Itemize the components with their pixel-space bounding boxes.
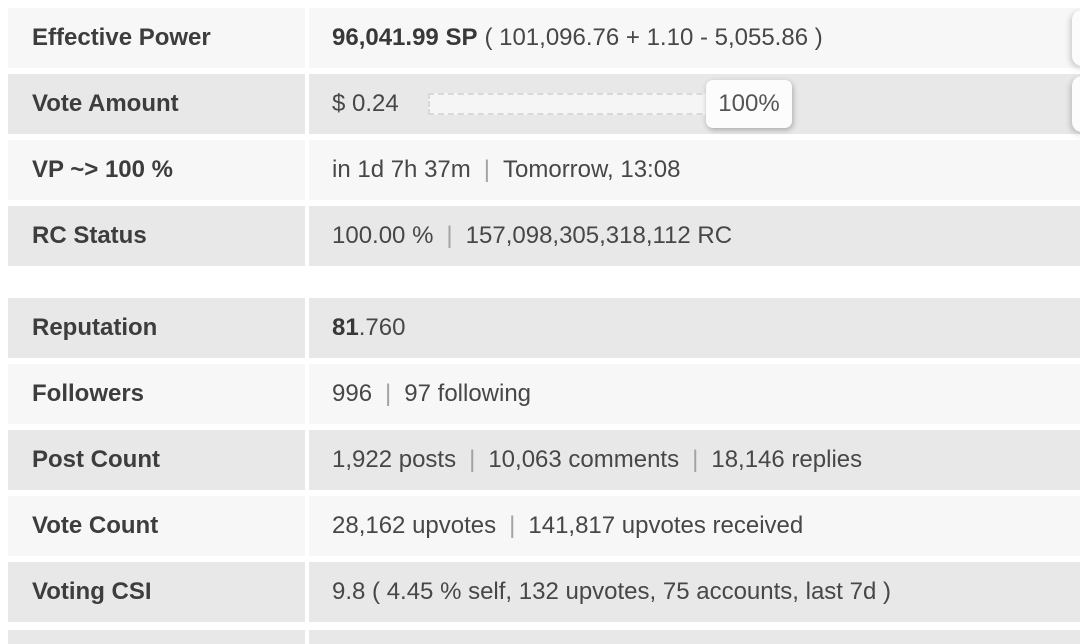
vote-amount-value: $ 0.24 100% [309, 74, 1080, 134]
stat-row-vp-recharge: VP ~> 100 % in 1d 7h 37m | Tomorrow, 13:… [8, 140, 1080, 200]
column-gutter [305, 496, 309, 556]
row-label: Followers [8, 364, 305, 424]
following-count: 97 following [404, 380, 532, 407]
column-gutter [305, 364, 309, 424]
stat-row-vote-amount: Vote Amount $ 0.24 100% [8, 74, 1080, 134]
vp-recharge-countdown: in 1d 7h 37m [332, 156, 471, 183]
followers-value: 996 | 97 following [309, 364, 1080, 424]
reputation-integer: 81 [332, 314, 359, 341]
right-edge-button[interactable] [1072, 10, 1080, 66]
stat-row-rc-status: RC Status 100.00 % | 157,098,305,318,112… [8, 206, 1080, 266]
row-label: RC Status [8, 206, 305, 266]
pipe-separator: | [446, 222, 453, 249]
column-gutter [305, 430, 309, 490]
upvotes-received: 141,817 upvotes received [528, 512, 804, 539]
row-label: Vote Count [8, 496, 305, 556]
vp-recharge-time: Tomorrow, 13:08 [503, 156, 681, 183]
stat-row-voting-csi: Voting CSI 9.8 ( 4.45 % self, 132 upvote… [8, 562, 1080, 622]
vote-weight-slider: 100% [428, 74, 792, 134]
rc-status-value: 100.00 % | 157,098,305,318,112 RC [309, 206, 1080, 266]
column-gutter [305, 206, 309, 266]
voting-csi-value: 9.8 ( 4.45 % self, 132 upvotes, 75 accou… [309, 562, 1080, 622]
stat-row-reputation: Reputation 81 .760 [8, 298, 1080, 358]
row-label [8, 630, 305, 644]
reputation-value: 81 .760 [309, 298, 1080, 358]
pipe-separator: | [692, 446, 699, 473]
reputation-decimals: .760 [358, 314, 406, 341]
column-gutter [305, 74, 309, 134]
vp-recharge-value: in 1d 7h 37m | Tomorrow, 13:08 [309, 140, 1080, 200]
rc-amount: 157,098,305,318,112 RC [465, 222, 733, 249]
post-count-value: 1,922 posts | 10,063 comments | 18,146 r… [309, 430, 1080, 490]
effective-power-amount: 96,041.99 SP [332, 24, 478, 51]
stat-row-followers: Followers 996 | 97 following [8, 364, 1080, 424]
cutoff-value [309, 630, 1080, 644]
replies-count: 18,146 replies [711, 446, 863, 473]
row-label: Vote Amount [8, 74, 305, 134]
row-label: Effective Power [8, 8, 305, 68]
effective-power-value: 96,041.99 SP ( 101,096.76 + 1.10 - 5,055… [309, 8, 1080, 68]
slider-thumb[interactable]: 100% [706, 80, 792, 128]
followers-count: 996 [332, 380, 373, 407]
vote-amount-dollars: $ 0.24 [332, 90, 399, 117]
column-gutter [305, 298, 309, 358]
stat-row-post-count: Post Count 1,922 posts | 10,063 comments… [8, 430, 1080, 490]
row-label: Voting CSI [8, 562, 305, 622]
column-gutter [305, 140, 309, 200]
section-gap [8, 272, 1080, 298]
pipe-separator: | [385, 380, 392, 407]
row-label: Post Count [8, 430, 305, 490]
pipe-separator: | [483, 156, 490, 183]
stat-row-cutoff [8, 630, 1080, 644]
column-gutter [305, 8, 309, 68]
row-label: Reputation [8, 298, 305, 358]
vote-count-value: 28,162 upvotes | 141,817 upvotes receive… [309, 496, 1080, 556]
row-label: VP ~> 100 % [8, 140, 305, 200]
pipe-separator: | [509, 512, 516, 539]
pipe-separator: | [469, 446, 476, 473]
posts-count: 1,922 posts [332, 446, 457, 473]
stat-row-effective-power: Effective Power 96,041.99 SP ( 101,096.7… [8, 8, 1080, 68]
upvotes-given: 28,162 upvotes [332, 512, 497, 539]
right-edge-button[interactable] [1072, 76, 1080, 132]
stat-row-vote-count: Vote Count 28,162 upvotes | 141,817 upvo… [8, 496, 1080, 556]
effective-power-breakdown: ( 101,096.76 + 1.10 - 5,055.86 ) [484, 24, 823, 51]
comments-count: 10,063 comments [488, 446, 680, 473]
column-gutter [305, 630, 309, 644]
rc-percent: 100.00 % [332, 222, 434, 249]
column-gutter [305, 562, 309, 622]
